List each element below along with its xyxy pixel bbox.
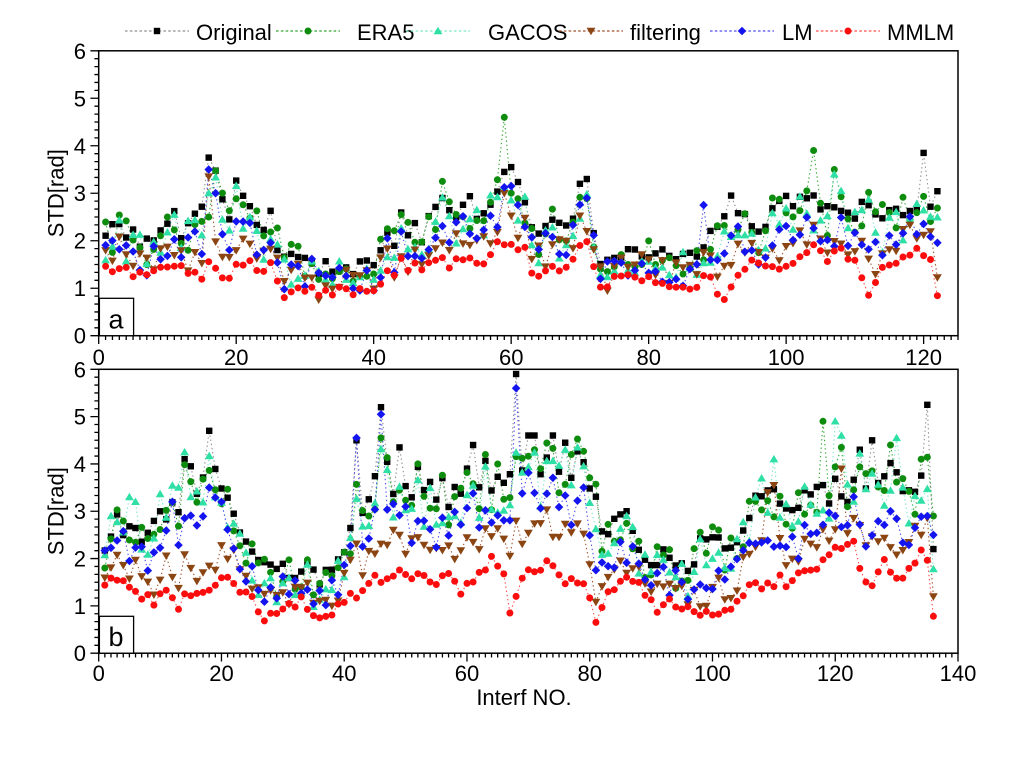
svg-text:20: 20 xyxy=(224,345,248,370)
svg-text:filtering: filtering xyxy=(630,20,701,45)
svg-text:120: 120 xyxy=(817,661,854,686)
svg-text:60: 60 xyxy=(455,661,479,686)
svg-text:2: 2 xyxy=(74,229,86,254)
svg-text:4: 4 xyxy=(74,134,86,159)
svg-text:80: 80 xyxy=(636,345,660,370)
svg-text:0: 0 xyxy=(74,324,86,349)
svg-text:40: 40 xyxy=(361,345,385,370)
svg-text:4: 4 xyxy=(74,452,86,477)
svg-text:40: 40 xyxy=(332,661,356,686)
svg-text:3: 3 xyxy=(74,181,86,206)
svg-text:100: 100 xyxy=(768,345,805,370)
svg-text:1: 1 xyxy=(74,276,86,301)
svg-text:GACOS: GACOS xyxy=(488,20,567,45)
svg-text:STD[rad]: STD[rad] xyxy=(44,149,69,237)
svg-text:Interf NO.: Interf NO. xyxy=(476,685,571,710)
svg-text:0: 0 xyxy=(93,661,105,686)
svg-text:0: 0 xyxy=(93,345,105,370)
svg-text:2: 2 xyxy=(74,547,86,572)
svg-text:120: 120 xyxy=(905,345,942,370)
svg-text:0: 0 xyxy=(74,641,86,666)
svg-text:3: 3 xyxy=(74,499,86,524)
svg-text:1: 1 xyxy=(74,594,86,619)
svg-text:ERA5: ERA5 xyxy=(357,20,414,45)
svg-text:a: a xyxy=(108,305,124,335)
svg-text:100: 100 xyxy=(694,661,731,686)
svg-text:MMLM: MMLM xyxy=(887,20,954,45)
svg-text:Original: Original xyxy=(196,20,272,45)
svg-text:b: b xyxy=(108,622,123,652)
svg-text:80: 80 xyxy=(577,661,601,686)
svg-text:6: 6 xyxy=(74,357,86,382)
svg-text:STD[rad]: STD[rad] xyxy=(44,467,69,555)
svg-text:60: 60 xyxy=(499,345,523,370)
svg-text:6: 6 xyxy=(74,39,86,64)
svg-text:140: 140 xyxy=(940,661,977,686)
svg-text:20: 20 xyxy=(209,661,233,686)
svg-text:5: 5 xyxy=(74,405,86,430)
svg-text:LM: LM xyxy=(782,20,813,45)
svg-text:5: 5 xyxy=(74,86,86,111)
